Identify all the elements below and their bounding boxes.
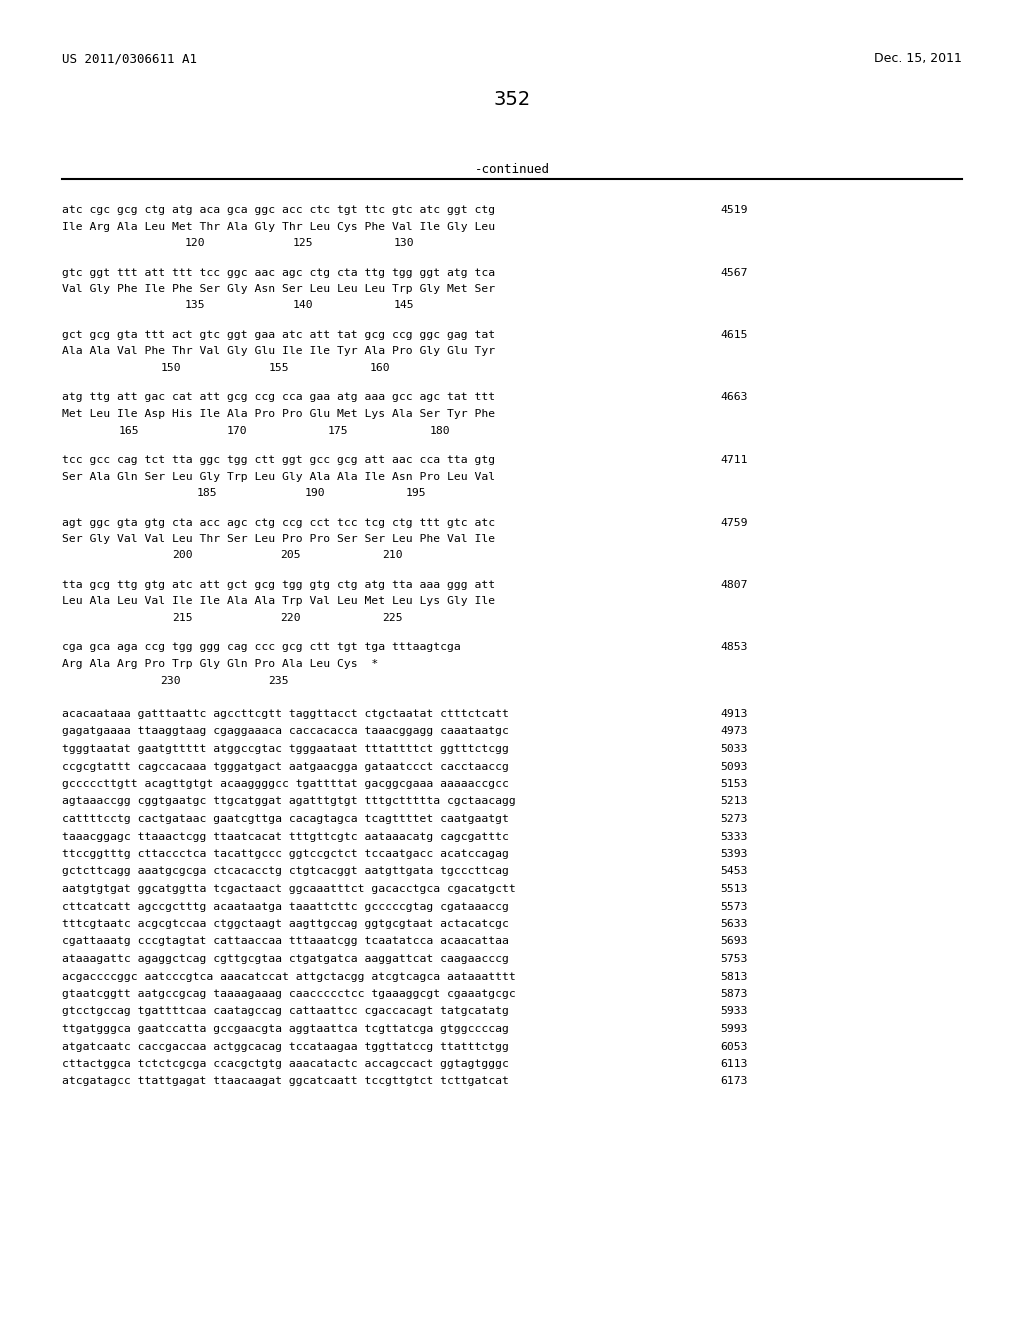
Text: agtaaaccgg cggtgaatgc ttgcatggat agatttgtgt tttgcttttta cgctaacagg: agtaaaccgg cggtgaatgc ttgcatggat agatttg…	[62, 796, 516, 807]
Text: 5273: 5273	[720, 814, 748, 824]
Text: ttccggtttg cttaccctca tacattgccc ggtccgctct tccaatgacc acatccagag: ttccggtttg cttaccctca tacattgccc ggtccgc…	[62, 849, 509, 859]
Text: 352: 352	[494, 90, 530, 110]
Text: Arg Ala Arg Pro Trp Gly Gln Pro Ala Leu Cys  *: Arg Ala Arg Pro Trp Gly Gln Pro Ala Leu …	[62, 659, 378, 669]
Text: 165: 165	[119, 425, 139, 436]
Text: 5033: 5033	[720, 744, 748, 754]
Text: 195: 195	[406, 488, 426, 498]
Text: ataaagattc agaggctcag cgttgcgtaa ctgatgatca aaggattcat caagaacccg: ataaagattc agaggctcag cgttgcgtaa ctgatga…	[62, 954, 509, 964]
Text: atgatcaatc caccgaccaa actggcacag tccataagaa tggttatccg ttatttctgg: atgatcaatc caccgaccaa actggcacag tccataa…	[62, 1041, 509, 1052]
Text: cttcatcatt agccgctttg acaataatga taaattcttc gcccccgtag cgataaaccg: cttcatcatt agccgctttg acaataatga taaattc…	[62, 902, 509, 912]
Text: 185: 185	[197, 488, 217, 498]
Text: 130: 130	[394, 238, 415, 248]
Text: 5573: 5573	[720, 902, 748, 912]
Text: 4663: 4663	[720, 392, 748, 403]
Text: 145: 145	[394, 301, 415, 310]
Text: Met Leu Ile Asp His Ile Ala Pro Pro Glu Met Lys Ala Ser Tyr Phe: Met Leu Ile Asp His Ile Ala Pro Pro Glu …	[62, 409, 496, 418]
Text: 5393: 5393	[720, 849, 748, 859]
Text: 235: 235	[268, 676, 289, 685]
Text: Ser Gly Val Val Leu Thr Ser Leu Pro Pro Ser Ser Leu Phe Val Ile: Ser Gly Val Val Leu Thr Ser Leu Pro Pro …	[62, 535, 496, 544]
Text: ttgatgggca gaatccatta gccgaacgta aggtaattca tcgttatcga gtggccccag: ttgatgggca gaatccatta gccgaacgta aggtaat…	[62, 1024, 509, 1034]
Text: 4759: 4759	[720, 517, 748, 528]
Text: gtcctgccag tgattttcaa caatagccag cattaattcc cgaccacagt tatgcatatg: gtcctgccag tgattttcaa caatagccag cattaat…	[62, 1006, 509, 1016]
Text: 4913: 4913	[720, 709, 748, 719]
Text: 135: 135	[184, 301, 205, 310]
Text: taaacggagc ttaaactcgg ttaatcacat tttgttcgtc aataaacatg cagcgatttc: taaacggagc ttaaactcgg ttaatcacat tttgttc…	[62, 832, 509, 842]
Text: Val Gly Phe Ile Phe Ser Gly Asn Ser Leu Leu Leu Trp Gly Met Ser: Val Gly Phe Ile Phe Ser Gly Asn Ser Leu …	[62, 284, 496, 294]
Text: 225: 225	[382, 612, 402, 623]
Text: 4853: 4853	[720, 643, 748, 652]
Text: 5753: 5753	[720, 954, 748, 964]
Text: 170: 170	[226, 425, 247, 436]
Text: 4807: 4807	[720, 579, 748, 590]
Text: 220: 220	[281, 612, 301, 623]
Text: 5993: 5993	[720, 1024, 748, 1034]
Text: 4567: 4567	[720, 268, 748, 277]
Text: ccgcgtattt cagccacaaa tgggatgact aatgaacgga gataatccct cacctaaccg: ccgcgtattt cagccacaaa tgggatgact aatgaac…	[62, 762, 509, 771]
Text: 5873: 5873	[720, 989, 748, 999]
Text: 4615: 4615	[720, 330, 748, 341]
Text: cga gca aga ccg tgg ggg cag ccc gcg ctt tgt tga tttaagtcga: cga gca aga ccg tgg ggg cag ccc gcg ctt …	[62, 643, 461, 652]
Text: 5513: 5513	[720, 884, 748, 894]
Text: 6053: 6053	[720, 1041, 748, 1052]
Text: 5693: 5693	[720, 936, 748, 946]
Text: 125: 125	[292, 238, 313, 248]
Text: 4711: 4711	[720, 455, 748, 465]
Text: gct gcg gta ttt act gtc ggt gaa atc att tat gcg ccg ggc gag tat: gct gcg gta ttt act gtc ggt gaa atc att …	[62, 330, 496, 341]
Text: 6173: 6173	[720, 1077, 748, 1086]
Text: 120: 120	[184, 238, 205, 248]
Text: cgattaaatg cccgtagtat cattaaccaa tttaaatcgg tcaatatcca acaacattaa: cgattaaatg cccgtagtat cattaaccaa tttaaat…	[62, 936, 509, 946]
Text: 6113: 6113	[720, 1059, 748, 1069]
Text: acgaccccggc aatcccgtca aaacatccat attgctacgg atcgtcagca aataaatttt: acgaccccggc aatcccgtca aaacatccat attgct…	[62, 972, 516, 982]
Text: Dec. 15, 2011: Dec. 15, 2011	[874, 51, 962, 65]
Text: atcgatagcc ttattgagat ttaacaagat ggcatcaatt tccgttgtct tcttgatcat: atcgatagcc ttattgagat ttaacaagat ggcatca…	[62, 1077, 509, 1086]
Text: Ala Ala Val Phe Thr Val Gly Glu Ile Ile Tyr Ala Pro Gly Glu Tyr: Ala Ala Val Phe Thr Val Gly Glu Ile Ile …	[62, 346, 496, 356]
Text: Ser Ala Gln Ser Leu Gly Trp Leu Gly Ala Ala Ile Asn Pro Leu Val: Ser Ala Gln Ser Leu Gly Trp Leu Gly Ala …	[62, 471, 496, 482]
Text: 175: 175	[328, 425, 349, 436]
Text: 5933: 5933	[720, 1006, 748, 1016]
Text: gctcttcagg aaatgcgcga ctcacacctg ctgtcacggt aatgttgata tgcccttcag: gctcttcagg aaatgcgcga ctcacacctg ctgtcac…	[62, 866, 509, 876]
Text: Leu Ala Leu Val Ile Ile Ala Ala Trp Val Leu Met Leu Lys Gly Ile: Leu Ala Leu Val Ile Ile Ala Ala Trp Val …	[62, 597, 496, 606]
Text: tta gcg ttg gtg atc att gct gcg tgg gtg ctg atg tta aaa ggg att: tta gcg ttg gtg atc att gct gcg tgg gtg …	[62, 579, 496, 590]
Text: atg ttg att gac cat att gcg ccg cca gaa atg aaa gcc agc tat ttt: atg ttg att gac cat att gcg ccg cca gaa …	[62, 392, 496, 403]
Text: tgggtaatat gaatgttttt atggccgtac tgggaataat tttattttct ggtttctcgg: tgggtaatat gaatgttttt atggccgtac tgggaat…	[62, 744, 509, 754]
Text: 155: 155	[268, 363, 289, 374]
Text: aatgtgtgat ggcatggtta tcgactaact ggcaaatttct gacacctgca cgacatgctt: aatgtgtgat ggcatggtta tcgactaact ggcaaat…	[62, 884, 516, 894]
Text: 5153: 5153	[720, 779, 748, 789]
Text: 210: 210	[382, 550, 402, 561]
Text: tttcgtaatc acgcgtccaa ctggctaagt aagttgccag ggtgcgtaat actacatcgc: tttcgtaatc acgcgtccaa ctggctaagt aagttgc…	[62, 919, 509, 929]
Text: 230: 230	[161, 676, 181, 685]
Text: 5333: 5333	[720, 832, 748, 842]
Text: 180: 180	[430, 425, 451, 436]
Text: atc cgc gcg ctg atg aca gca ggc acc ctc tgt ttc gtc atc ggt ctg: atc cgc gcg ctg atg aca gca ggc acc ctc …	[62, 205, 496, 215]
Text: 4973: 4973	[720, 726, 748, 737]
Text: 190: 190	[304, 488, 325, 498]
Text: 5633: 5633	[720, 919, 748, 929]
Text: 5453: 5453	[720, 866, 748, 876]
Text: 5813: 5813	[720, 972, 748, 982]
Text: 200: 200	[173, 550, 194, 561]
Text: tcc gcc cag tct tta ggc tgg ctt ggt gcc gcg att aac cca tta gtg: tcc gcc cag tct tta ggc tgg ctt ggt gcc …	[62, 455, 496, 465]
Text: gtc ggt ttt att ttt tcc ggc aac agc ctg cta ttg tgg ggt atg tca: gtc ggt ttt att ttt tcc ggc aac agc ctg …	[62, 268, 496, 277]
Text: 5093: 5093	[720, 762, 748, 771]
Text: 205: 205	[281, 550, 301, 561]
Text: cattttcctg cactgataac gaatcgttga cacagtagca tcagttttet caatgaatgt: cattttcctg cactgataac gaatcgttga cacagta…	[62, 814, 509, 824]
Text: 140: 140	[292, 301, 313, 310]
Text: Ile Arg Ala Leu Met Thr Ala Gly Thr Leu Cys Phe Val Ile Gly Leu: Ile Arg Ala Leu Met Thr Ala Gly Thr Leu …	[62, 222, 496, 231]
Text: gtaatcggtt aatgccgcag taaaagaaag caaccccctcc tgaaaggcgt cgaaatgcgc: gtaatcggtt aatgccgcag taaaagaaag caacccc…	[62, 989, 516, 999]
Text: 215: 215	[173, 612, 194, 623]
Text: acacaataaa gatttaattc agccttcgtt taggttacct ctgctaatat ctttctcatt: acacaataaa gatttaattc agccttcgtt taggtta…	[62, 709, 509, 719]
Text: cttactggca tctctcgcga ccacgctgtg aaacatactc accagccact ggtagtgggc: cttactggca tctctcgcga ccacgctgtg aaacata…	[62, 1059, 509, 1069]
Text: gagatgaaaa ttaaggtaag cgaggaaaca caccacacca taaacggagg caaataatgc: gagatgaaaa ttaaggtaag cgaggaaaca caccaca…	[62, 726, 509, 737]
Text: 4519: 4519	[720, 205, 748, 215]
Text: 5213: 5213	[720, 796, 748, 807]
Text: -continued: -continued	[474, 162, 550, 176]
Text: gcccccttgtt acagttgtgt acaaggggcc tgattttat gacggcgaaa aaaaaccgcc: gcccccttgtt acagttgtgt acaaggggcc tgattt…	[62, 779, 509, 789]
Text: US 2011/0306611 A1: US 2011/0306611 A1	[62, 51, 197, 65]
Text: agt ggc gta gtg cta acc agc ctg ccg cct tcc tcg ctg ttt gtc atc: agt ggc gta gtg cta acc agc ctg ccg cct …	[62, 517, 496, 528]
Text: 150: 150	[161, 363, 181, 374]
Text: 160: 160	[370, 363, 390, 374]
